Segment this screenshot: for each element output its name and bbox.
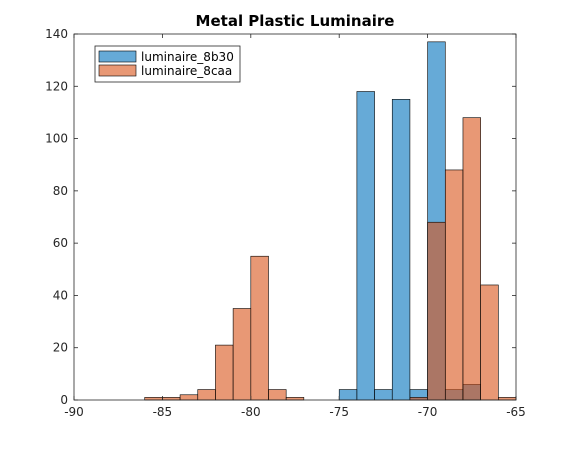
bar-luminaire_8b30-2 <box>374 389 393 401</box>
y-tick-label-5: 100 <box>45 132 68 146</box>
bar-luminaire_8caa-5 <box>232 308 252 401</box>
bar-luminaire_8caa-4 <box>215 344 234 401</box>
y-tick-label-0: 0 <box>60 393 68 407</box>
y-tick-label-4: 80 <box>53 184 68 198</box>
x-tick-label-0: -90 <box>64 405 84 419</box>
bar-luminaire_8caa-13 <box>480 284 499 401</box>
legend-swatch-1 <box>98 64 137 77</box>
y-tick-label-3: 60 <box>53 236 68 250</box>
bar-luminaire_8caa-6 <box>250 255 269 401</box>
bar-luminaire_8caa-10 <box>427 221 446 401</box>
x-tick-label-2: -80 <box>241 405 261 419</box>
y-tick-label-6: 120 <box>45 79 68 93</box>
x-tick-label-3: -75 <box>329 405 349 419</box>
bar-luminaire_8caa-3 <box>197 389 216 401</box>
bar-luminaire_8b30-3 <box>391 99 411 401</box>
bars-layer <box>144 41 517 401</box>
bar-luminaire_8b30-0 <box>338 389 358 401</box>
axes-box <box>73 33 517 401</box>
y-tick-label-2: 40 <box>53 288 68 302</box>
bar-luminaire_8b30-1 <box>356 91 375 401</box>
chart-title: Metal Plastic Luminaire <box>196 12 395 30</box>
bar-luminaire_8caa-7 <box>268 389 287 401</box>
y-tick-label-1: 20 <box>53 341 68 355</box>
bar-luminaire_8caa-12 <box>462 117 481 401</box>
x-tick-label-4: -70 <box>418 405 438 419</box>
x-tick-label-1: -85 <box>153 405 173 419</box>
legend-swatch-0 <box>98 50 137 63</box>
y-tick-label-7: 140 <box>45 27 68 41</box>
x-tick-label-5: -65 <box>506 405 526 419</box>
bar-luminaire_8caa-2 <box>179 394 199 401</box>
bar-luminaire_8caa-11 <box>444 169 464 401</box>
axes-layer: -90 -85 -80 -75 -70 -65 0 20 40 60 80 100 120 140 <box>45 27 526 419</box>
legend-label-1: luminaire_8caa <box>141 64 232 78</box>
legend-label-0: luminaire_8b30 <box>141 50 234 64</box>
